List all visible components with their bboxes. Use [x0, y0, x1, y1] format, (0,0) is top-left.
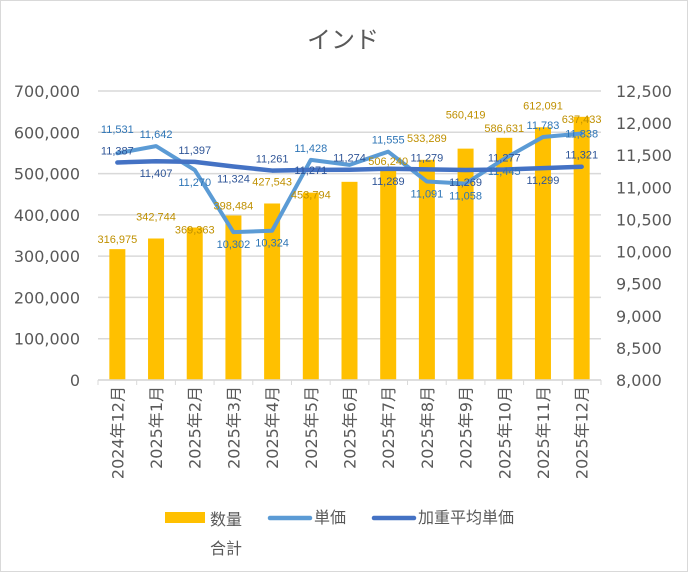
- y-left-tick-label: 0: [70, 371, 80, 390]
- x-tick-label: 2025年3月: [224, 386, 243, 469]
- y-left-tick-label: 300,000: [14, 247, 80, 266]
- line-data-label: 11,642: [140, 129, 173, 141]
- bar-quantity: [573, 116, 590, 380]
- y-right-tick-label: 12,000: [616, 114, 672, 133]
- line-data-label: 11,407: [140, 168, 173, 180]
- bar-quantity: [341, 181, 358, 380]
- line-data-label: 10,324: [255, 238, 289, 250]
- bar-data-label: 369,363: [175, 225, 215, 237]
- y-right-tick-label: 11,500: [616, 146, 672, 165]
- bar-quantity: [109, 249, 126, 380]
- line-data-label: 11,783: [527, 120, 560, 132]
- y-right-tick-label: 8,000: [616, 371, 662, 390]
- y-right-tick-label: 8,500: [616, 339, 662, 358]
- bar-data-label: 506,240: [368, 156, 408, 168]
- y-right-tick-label: 9,000: [616, 307, 662, 326]
- line-data-label: 11,058: [449, 191, 482, 203]
- x-tick-label: 2025年4月: [263, 386, 282, 469]
- line-data-label: 11,261: [256, 154, 289, 166]
- x-tick-label: 2025年9月: [457, 386, 476, 469]
- line-data-label: 11,299: [527, 175, 560, 187]
- line-data-label: 11,445: [488, 166, 521, 178]
- y-left-tick-label: 600,000: [14, 123, 80, 142]
- line-data-label: 11,397: [178, 145, 211, 157]
- x-tick-label: 2025年11月: [534, 386, 553, 479]
- line-data-label: 11,271: [294, 165, 327, 177]
- bar-data-label: 453,794: [291, 190, 331, 202]
- line-data-label: 11,324: [217, 174, 250, 186]
- line-data-label: 11,277: [488, 153, 521, 165]
- line-data-label: 11,279: [410, 152, 443, 164]
- line-data-label: 11,269: [449, 177, 482, 189]
- x-tick-label: 2025年8月: [418, 386, 437, 469]
- line-data-label: 10,302: [217, 239, 251, 251]
- x-tick-label: 2025年5月: [302, 386, 321, 469]
- bar-quantity: [418, 159, 435, 380]
- x-tick-label: 2025年12月: [573, 386, 592, 479]
- bar-data-label: 342,744: [136, 211, 176, 223]
- line-data-label: 11,091: [410, 188, 443, 200]
- x-tick-label: 2025年6月: [341, 386, 360, 469]
- bar-data-label: 586,631: [484, 123, 524, 135]
- x-tick-label: 2025年7月: [379, 386, 398, 469]
- bar-data-label: 560,419: [446, 110, 486, 122]
- bar-data-label: 316,975: [97, 234, 137, 246]
- y-right-tick-label: 10,000: [616, 243, 672, 262]
- y-right-tick-label: 11,000: [616, 178, 672, 197]
- bar-quantity: [302, 192, 319, 380]
- legend-label-weighted-average: 加重平均単価: [418, 508, 514, 527]
- line-data-label: 11,387: [101, 145, 134, 157]
- bar-quantity: [264, 203, 281, 380]
- line-data-label: 11,531: [101, 124, 134, 136]
- bar-quantity: [186, 227, 203, 380]
- y-left-tick-label: 100,000: [14, 330, 80, 349]
- bar-data-label: 398,484: [214, 200, 254, 212]
- bar-data-label: 637,433: [562, 114, 602, 126]
- line-data-label: 11,274: [333, 153, 366, 165]
- line-data-label: 11,289: [372, 176, 405, 188]
- y-left-tick-label: 500,000: [14, 165, 80, 184]
- legend-swatch-quantity: [165, 512, 205, 523]
- y-right-tick-label: 10,500: [616, 210, 672, 229]
- legend-label-unit-price: 単価: [314, 508, 346, 527]
- y-right-tick-label: 9,500: [616, 275, 662, 294]
- bar-quantity: [534, 127, 551, 381]
- bar-quantity: [496, 137, 513, 380]
- bar-data-label: 612,091: [523, 100, 563, 112]
- line-data-label: 11,270: [178, 177, 211, 189]
- x-tick-label: 2025年10月: [495, 386, 514, 479]
- bar-quantity: [457, 148, 474, 380]
- line-data-label: 11,428: [294, 143, 327, 155]
- line-data-label: 11,838: [565, 129, 598, 141]
- y-left-tick-label: 200,000: [14, 288, 80, 307]
- x-tick-label: 2024年12月: [108, 386, 127, 479]
- x-tick-label: 2025年2月: [186, 386, 205, 469]
- y-left-tick-label: 400,000: [14, 206, 80, 225]
- line-data-label: 11,555: [372, 135, 405, 147]
- y-left-tick-label: 700,000: [14, 82, 80, 101]
- chart-title: インド: [307, 26, 379, 54]
- x-tick-label: 2025年1月: [147, 386, 166, 469]
- bar-quantity: [148, 238, 165, 380]
- bar-quantity: [380, 170, 397, 380]
- bar-data-label: 427,543: [252, 176, 292, 188]
- y-right-tick-label: 12,500: [616, 82, 672, 101]
- line-data-label: 11,321: [565, 150, 598, 162]
- bar-data-label: 533,289: [407, 133, 447, 145]
- bar-quantity: [225, 215, 242, 380]
- legend-label-quantity: 数量合計: [210, 510, 243, 558]
